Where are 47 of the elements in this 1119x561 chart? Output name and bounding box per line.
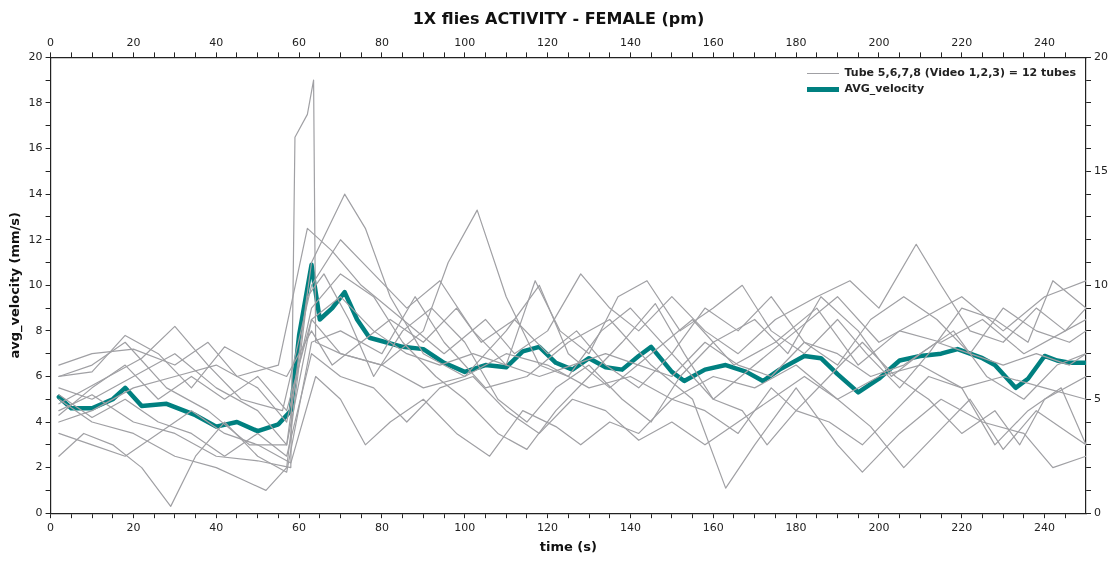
y2-tick-label: 15: [1094, 164, 1108, 178]
x-tick-label: 100: [454, 520, 476, 534]
x2-tick-label: 100: [454, 35, 476, 49]
x-tick-label: 140: [619, 520, 641, 534]
y-tick-label: 4: [35, 414, 43, 428]
x2-tick-label: 180: [785, 35, 807, 49]
y2-tick-label: 0: [1094, 506, 1101, 520]
y-tick-label: 8: [35, 323, 43, 337]
y2-tick-label: 20: [1094, 50, 1108, 64]
x-tick-label: 40: [209, 520, 224, 534]
x-tick-label: 220: [951, 520, 973, 534]
x-tick-label: 120: [537, 520, 559, 534]
x2-tick-label: 80: [374, 35, 389, 49]
x-tick-label: 180: [785, 520, 807, 534]
y2-tick-label: 10: [1094, 278, 1108, 292]
x2-tick-label: 20: [126, 35, 141, 49]
x-tick-label: 200: [868, 520, 890, 534]
legend-label: AVG_velocity: [844, 81, 925, 98]
chart-title: 1X flies ACTIVITY - FEMALE (pm): [412, 8, 705, 28]
y-tick-label: 16: [28, 141, 43, 155]
x2-tick-label: 140: [619, 35, 641, 49]
y-tick-label: 20: [28, 50, 43, 64]
y-tick-label: 12: [28, 232, 43, 246]
x2-tick-label: 220: [951, 35, 973, 49]
x-axis-title: time (s): [539, 538, 597, 554]
x-tick-label: 60: [292, 520, 307, 534]
x-tick-label: 240: [1034, 520, 1056, 534]
x2-tick-label: 240: [1034, 35, 1056, 49]
x2-tick-label: 200: [868, 35, 890, 49]
y-tick-label: 10: [28, 278, 43, 292]
x-tick-label: 160: [702, 520, 724, 534]
y-tick-label: 14: [28, 187, 43, 200]
x2-tick-label: 60: [292, 35, 307, 49]
x-tick-label: 80: [374, 520, 389, 534]
x-tick-label: 0: [47, 520, 55, 534]
y-tick-label: 18: [28, 95, 43, 109]
y-tick-label: 6: [35, 369, 43, 383]
y2-tick-label: 5: [1094, 392, 1101, 406]
x2-tick-label: 160: [702, 35, 724, 49]
y-tick-label: 0: [35, 506, 43, 520]
x2-tick-label: 0: [47, 35, 55, 49]
x-tick-label: 20: [126, 520, 141, 534]
y-axis-title: avg_velocity (mm/s): [7, 212, 24, 359]
x2-tick-label: 120: [537, 35, 559, 49]
legend-label: Tube 5,6,7,8 (Video 1,2,3) = 12 tubes: [844, 65, 1077, 82]
x2-tick-label: 40: [209, 35, 224, 49]
y-tick-label: 2: [35, 460, 43, 474]
